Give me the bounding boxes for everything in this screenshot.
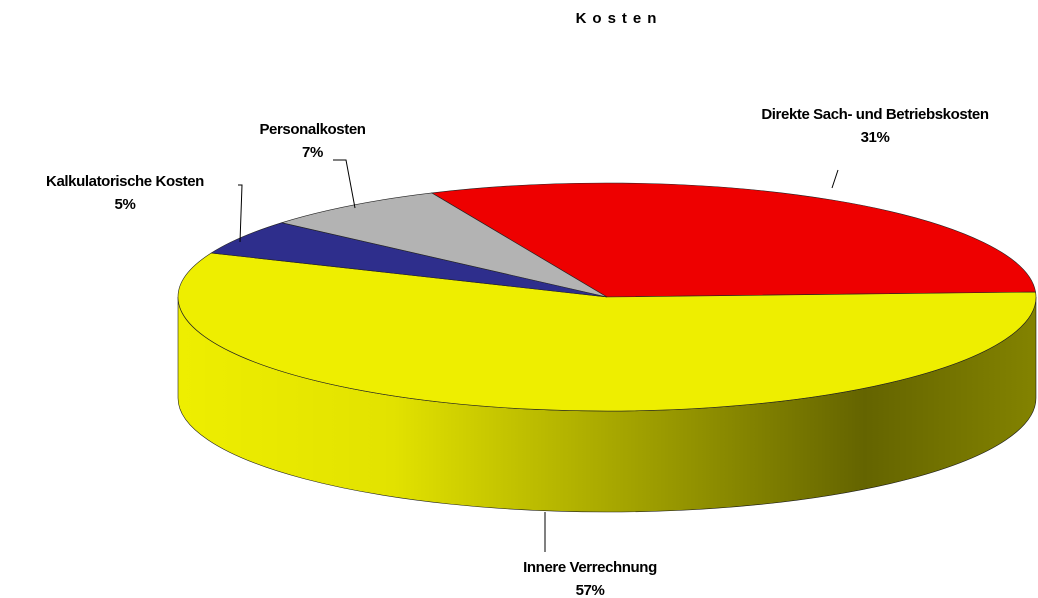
slice-label: Innere Verrechnung xyxy=(523,559,657,576)
slice-label: Kalkulatorische Kosten xyxy=(46,173,204,190)
leader-line xyxy=(831,169,839,189)
slice-side-shade xyxy=(178,297,1036,512)
slice-value-label: 7% xyxy=(302,144,323,161)
chart-title: Kosten xyxy=(575,10,663,27)
slice xyxy=(430,182,1036,298)
leader-line xyxy=(238,184,243,243)
slice xyxy=(177,252,1037,412)
leader-line xyxy=(333,159,356,209)
slice xyxy=(280,192,608,298)
slice-value-label: 31% xyxy=(860,129,890,146)
slice-value-label: 57% xyxy=(575,582,605,598)
slice-label: Direkte Sach- und Betriebskosten xyxy=(761,106,989,123)
slice-value-label: 5% xyxy=(114,196,136,213)
slice-label: Personalkosten xyxy=(259,121,366,138)
